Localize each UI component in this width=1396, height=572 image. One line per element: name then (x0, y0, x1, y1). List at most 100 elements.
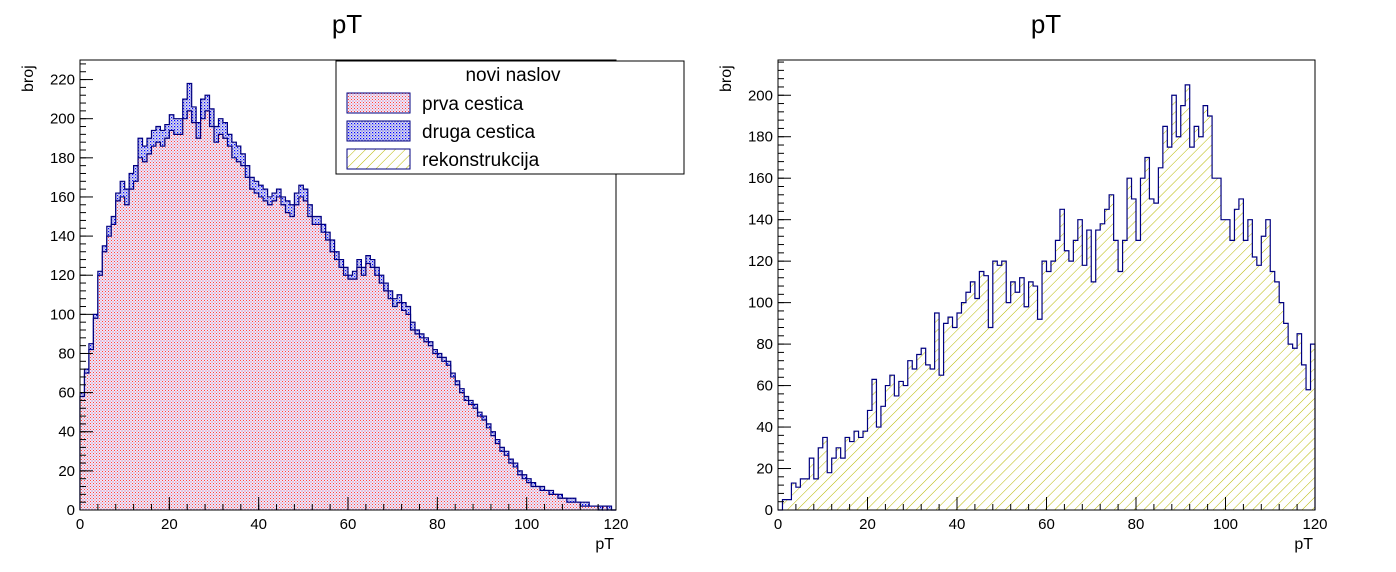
bar-rekonstrukcija-42 (965, 292, 971, 510)
bar-prva-cestica-86 (464, 400, 469, 510)
right-chart: pT 0 20 40 60 80 100 120 140 160 180 200 0 20 40 60 80… (718, 9, 1328, 553)
y-tick-label: 100 (50, 306, 75, 323)
bar-rekonstrukcija-105 (1247, 219, 1253, 510)
bar-rekonstrukcija-118 (1306, 389, 1311, 510)
bar-rekonstrukcija-53 (1015, 292, 1020, 510)
bar-prva-cestica-64 (365, 263, 371, 510)
bar-prva-cestica-106 (553, 494, 559, 510)
right-chart-title: pT (1031, 9, 1061, 39)
left-histogram-bars (79, 82, 616, 511)
bar-rekonstrukcija-115 (1292, 348, 1298, 510)
x-tick-label: 20 (161, 516, 178, 533)
bar-prva-cestica-98 (517, 474, 523, 510)
bar-rekonstrukcija-88 (1171, 95, 1177, 510)
bar-rekonstrukcija-117 (1301, 364, 1307, 510)
bar-prva-cestica-76 (419, 337, 425, 510)
x-tick-label: 60 (340, 516, 357, 533)
bar-rekonstrukcija-15 (845, 437, 850, 510)
bar-prva-cestica-82 (446, 365, 452, 510)
bar-rekonstrukcija-80 (1136, 240, 1141, 510)
bar-prva-cestica-11 (129, 189, 134, 510)
bar-rekonstrukcija-116 (1297, 333, 1302, 510)
bar-prva-cestica-8 (115, 200, 121, 510)
x-tick-label: 40 (949, 516, 966, 533)
bar-prva-cestica-101 (531, 486, 536, 510)
bar-rekonstrukcija-97 (1212, 178, 1217, 510)
bar-rekonstrukcija-72 (1100, 223, 1105, 510)
bar-prva-cestica-50 (303, 200, 309, 510)
bar-rekonstrukcija-7 (809, 458, 815, 510)
bar-prva-cestica-93 (495, 443, 501, 510)
bar-prva-cestica-34 (231, 157, 237, 510)
bar-rekonstrukcija-96 (1207, 115, 1213, 511)
bar-rekonstrukcija-26 (894, 395, 900, 510)
bar-rekonstrukcija-119 (1310, 344, 1316, 510)
bar-rekonstrukcija-62 (1055, 240, 1061, 510)
y-tick-label: 220 (50, 72, 75, 89)
y-tick-label: 80 (58, 345, 75, 362)
bar-prva-cestica-42 (267, 204, 273, 510)
y-tick-label: 80 (756, 336, 773, 353)
y-tick-label: 20 (58, 463, 75, 480)
x-tick-label: 80 (429, 516, 446, 533)
bar-prva-cestica-102 (535, 486, 541, 510)
bar-prva-cestica-69 (388, 298, 393, 510)
bar-prva-cestica-105 (549, 494, 554, 510)
bar-prva-cestica-23 (182, 118, 188, 510)
bar-prva-cestica-40 (258, 196, 264, 510)
bar-prva-cestica-46 (285, 212, 291, 511)
bar-prva-cestica-16 (151, 146, 157, 510)
bar-prva-cestica-115 (593, 506, 599, 510)
bar-rekonstrukcija-106 (1252, 257, 1258, 510)
bar-prva-cestica-51 (307, 216, 313, 510)
bar-prva-cestica-18 (160, 146, 166, 510)
bar-rekonstrukcija-49 (997, 265, 1003, 510)
bar-prva-cestica-66 (374, 275, 380, 510)
bar-prva-cestica-111 (575, 502, 581, 510)
bar-prva-cestica-84 (455, 384, 460, 510)
bar-rekonstrukcija-8 (813, 478, 819, 510)
bar-rekonstrukcija-86 (1162, 126, 1168, 511)
x-tick-label: 80 (1128, 516, 1145, 533)
bar-prva-cestica-21 (173, 134, 179, 510)
x-tick-label: 120 (1302, 516, 1327, 533)
bar-prva-cestica-117 (602, 506, 608, 510)
legend-swatch-druga (346, 120, 411, 142)
bar-rekonstrukcija-14 (840, 458, 846, 510)
legend-label-rekonstrukcija: rekonstrukcija (422, 150, 540, 171)
bar-prva-cestica-83 (450, 376, 456, 510)
bar-prva-cestica-41 (263, 200, 268, 510)
bar-prva-cestica-75 (415, 333, 420, 510)
bar-prva-cestica-80 (437, 357, 443, 510)
bar-prva-cestica-68 (383, 290, 389, 510)
bar-prva-cestica-77 (423, 341, 429, 510)
bar-prva-cestica-95 (504, 455, 510, 510)
bar-rekonstrukcija-27 (898, 381, 904, 510)
bar-prva-cestica-99 (522, 478, 527, 510)
bar-prva-cestica-5 (102, 251, 108, 511)
bar-rekonstrukcija-46 (983, 275, 989, 510)
bar-prva-cestica-10 (124, 204, 130, 510)
bar-rekonstrukcija-110 (1270, 271, 1276, 510)
bar-rekonstrukcija-17 (854, 431, 859, 510)
bar-rekonstrukcija-103 (1238, 198, 1244, 510)
bar-prva-cestica-7 (111, 224, 117, 510)
bar-prva-cestica-96 (508, 463, 514, 510)
bar-prva-cestica-88 (473, 408, 478, 510)
bar-prva-cestica-3 (93, 318, 99, 510)
bar-prva-cestica-31 (218, 134, 224, 510)
bar-prva-cestica-49 (298, 196, 304, 510)
bar-prva-cestica-60 (348, 279, 353, 510)
bar-prva-cestica-104 (544, 490, 550, 510)
bar-prva-cestica-109 (566, 502, 572, 510)
bar-prva-cestica-70 (392, 306, 398, 510)
bar-prva-cestica-0 (80, 396, 85, 510)
bar-rekonstrukcija-74 (1109, 194, 1114, 511)
bar-rekonstrukcija-3 (791, 483, 797, 510)
bar-rekonstrukcija-37 (943, 323, 949, 510)
bar-rekonstrukcija-12 (831, 458, 837, 510)
bar-rekonstrukcija-43 (970, 281, 976, 510)
bar-rekonstrukcija-60 (1046, 271, 1052, 510)
right-histogram-bars (778, 84, 1316, 511)
bar-rekonstrukcija-47 (988, 327, 994, 510)
